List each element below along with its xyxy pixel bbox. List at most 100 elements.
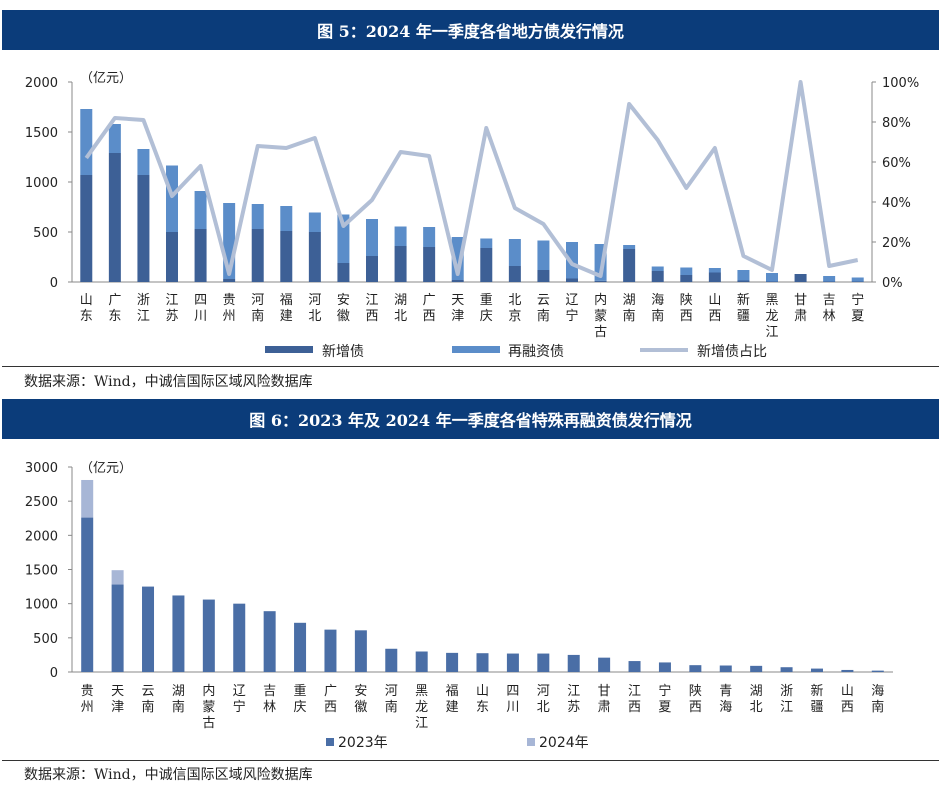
chart2-x-tick-label: 贵州 bbox=[81, 684, 94, 715]
chart1-x-tick-label: 新疆 bbox=[737, 292, 750, 324]
chart2-bar-2023 bbox=[689, 665, 702, 672]
chart2-bar-2023 bbox=[719, 665, 732, 672]
chart1-x-tick-label: 山西 bbox=[708, 293, 721, 324]
chart1-bar-new bbox=[166, 232, 178, 282]
chart1-bar-new bbox=[108, 153, 121, 282]
chart1-x-tick-label: 浙江 bbox=[137, 293, 150, 324]
chart1-bar-refinance bbox=[766, 273, 778, 282]
chart2-x-tick-label: 山东 bbox=[476, 684, 489, 715]
chart1-title-banner: 图 5：2024 年一季度各省地方债发行情况 bbox=[2, 10, 939, 50]
chart2-x-tick-label: 湖南 bbox=[172, 684, 185, 715]
chart2-bar-2023 bbox=[841, 669, 854, 672]
chart1-bar-new bbox=[594, 280, 607, 282]
chart2-bar-2023 bbox=[324, 629, 337, 672]
chart1-x-tick-label: 陕西 bbox=[680, 293, 693, 324]
chart1-bar-new bbox=[623, 249, 636, 282]
chart2-bar-2023 bbox=[598, 657, 611, 672]
chart1-bar-refinance bbox=[80, 109, 93, 175]
chart2-bar-2023 bbox=[750, 665, 763, 672]
chart1-x-tick-label: 海南 bbox=[651, 293, 664, 324]
chart2-y-tick-label: 2000 bbox=[25, 529, 58, 544]
chart1-x-tick-label: 甘肃 bbox=[794, 293, 807, 324]
chart1-bar-new bbox=[308, 232, 321, 282]
chart1-x-tick-label: 天津 bbox=[451, 293, 464, 324]
chart1-unit-label: （亿元） bbox=[80, 71, 132, 86]
chart1-bar-new bbox=[508, 266, 521, 282]
chart1-bar-new bbox=[194, 229, 207, 282]
chart1-bar-refinance bbox=[166, 165, 178, 232]
chart2-x-tick-label: 海南 bbox=[871, 684, 884, 715]
chart1-x-tick-label: 辽宁 bbox=[565, 293, 578, 324]
chart2-x-tick-label: 吉林 bbox=[263, 684, 276, 715]
chart2-x-tick-label: 重庆 bbox=[294, 683, 307, 715]
chart1-bar-refinance bbox=[566, 242, 578, 279]
chart2-title-banner: 图 6：2023 年及 2024 年一季度各省特殊再融资债发行情况 bbox=[2, 399, 939, 439]
chart1-legend-label-ratio: 新增债占比 bbox=[697, 344, 767, 360]
chart1-bar-new bbox=[480, 248, 493, 282]
chart2-x-tick-label: 福建 bbox=[446, 684, 459, 715]
chart2-bar-2023 bbox=[263, 611, 276, 672]
chart2-source-divider bbox=[2, 760, 939, 761]
chart2-bar-2023 bbox=[537, 653, 550, 672]
chart1-bar-refinance bbox=[308, 212, 321, 232]
chart2-bar-2023 bbox=[233, 603, 246, 672]
chart2-bar-2023 bbox=[172, 595, 185, 672]
chart1-x-tick-label: 广西 bbox=[423, 293, 436, 324]
chart1-bar-refinance bbox=[194, 191, 207, 229]
chart1-bar-new bbox=[394, 246, 407, 282]
chart1-bar-new bbox=[737, 280, 750, 282]
chart1-bar-new bbox=[680, 275, 693, 282]
chart2-legend-swatch-2023 bbox=[326, 738, 334, 746]
chart2-x-tick-label: 河北 bbox=[537, 684, 550, 715]
chart1-line-ratio bbox=[84, 80, 859, 278]
chart1-x-tick-label: 安徽 bbox=[337, 293, 350, 324]
chart1-legend-label-new: 新增债 bbox=[322, 344, 364, 360]
chart1-bar-refinance bbox=[337, 214, 350, 263]
chart1-bar-new bbox=[80, 175, 93, 282]
chart1-bar-new bbox=[794, 274, 807, 282]
chart2-x-tick-label: 辽宁 bbox=[233, 684, 246, 715]
chart1-bar-refinance bbox=[851, 277, 864, 282]
chart2-x-tick-label: 安徽 bbox=[354, 684, 367, 715]
chart2-title: 图 6：2023 年及 2024 年一季度各省特殊再融资债发行情况 bbox=[249, 411, 692, 430]
chart1-bar-refinance bbox=[108, 124, 121, 153]
chart2-bar-2023 bbox=[810, 668, 823, 672]
chart1-bar-new bbox=[708, 272, 721, 282]
chart2-y-tick-label: 2500 bbox=[25, 495, 58, 510]
chart2-bar-2024 bbox=[81, 479, 94, 518]
chart1-plot: 0 500 1000 1500 2000 0% 20% 40% 60% 80% 100% （亿元） 山东… bbox=[25, 71, 919, 360]
chart2-x-tick-label: 江苏 bbox=[567, 684, 580, 715]
chart1-x-tick-label: 四川 bbox=[194, 293, 207, 324]
chart2-bar-2023 bbox=[780, 667, 793, 672]
chart2-x-tick-label: 云南 bbox=[142, 684, 155, 715]
chart1-x-tick-label: 内蒙古 bbox=[594, 292, 607, 340]
chart2-y-tick-label: 0 bbox=[50, 666, 58, 681]
chart1-bar-refinance bbox=[251, 204, 264, 229]
chart2-bar-2024 bbox=[111, 570, 124, 585]
chart1-x-tick-label: 重庆 bbox=[480, 292, 493, 324]
chart2-legend-swatch-2024 bbox=[527, 738, 535, 746]
chart1-y-tick-label: 500 bbox=[33, 226, 58, 241]
chart2-x-tick-label: 广西 bbox=[324, 684, 337, 715]
chart1-bar-refinance bbox=[423, 227, 436, 247]
chart1-x-tick-label: 吉林 bbox=[823, 293, 836, 324]
chart1-y2-tick-label: 80% bbox=[882, 116, 911, 131]
chart2-x-tick-label: 宁夏 bbox=[658, 683, 671, 715]
chart2-x-tick-label: 青海 bbox=[719, 684, 732, 715]
chart1-legend-label-refinance: 再融资债 bbox=[508, 344, 564, 360]
chart1-bar-new bbox=[251, 229, 264, 282]
chart1-source: 数据来源：Wind，中诚信国际区域风险数据库 bbox=[24, 374, 313, 390]
chart1-y-tick-label: 2000 bbox=[25, 76, 58, 91]
chart2-y-tick-label: 3000 bbox=[25, 461, 58, 476]
chart2-bar-2023 bbox=[871, 670, 884, 672]
chart1-y2-tick-label: 0% bbox=[882, 276, 903, 291]
chart1-y2-tick-label: 40% bbox=[882, 196, 911, 211]
chart1-x-tick-label: 湖北 bbox=[394, 293, 407, 324]
chart1-y-tick-label: 0 bbox=[50, 276, 58, 291]
chart1-y2-tick-label: 100% bbox=[882, 76, 919, 91]
chart1-bar-refinance bbox=[366, 219, 378, 256]
chart2-x-tick-label: 内蒙古 bbox=[202, 683, 215, 731]
chart1-x-tick-label: 黑龙江 bbox=[765, 293, 778, 340]
chart1-bar-refinance bbox=[737, 270, 750, 281]
chart2-bar-2023 bbox=[294, 622, 307, 672]
